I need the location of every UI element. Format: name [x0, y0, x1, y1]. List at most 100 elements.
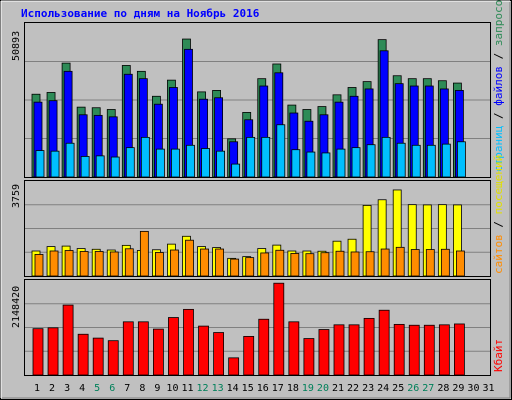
x-tick-label-25: 25 [392, 383, 404, 394]
kbytes-bar-22 [348, 324, 360, 376]
kbytes-bar-19 [303, 338, 315, 376]
kbytes-bar-23 [363, 317, 375, 376]
pages-bar-9 [155, 148, 165, 178]
pages-bar-21 [336, 148, 346, 178]
pages-bar-28 [441, 143, 451, 178]
x-tick-label-30: 30 [467, 383, 479, 394]
legend-visits: посещений [492, 155, 505, 215]
kbytes-bar-4 [77, 333, 89, 376]
kbytes-bar-1 [32, 328, 44, 376]
pages-bar-8 [140, 136, 150, 178]
kbytes-bar-2 [47, 327, 59, 376]
sites-bar-6 [109, 251, 119, 277]
kbytes-bar-15 [243, 335, 255, 376]
x-tick-label-22: 22 [347, 383, 359, 394]
kbytes-bar-17 [273, 282, 285, 376]
sites-bar-21 [335, 250, 345, 277]
sites-bar-1 [34, 254, 44, 277]
pages-bar-12 [201, 148, 210, 178]
kbytes-bar-24 [378, 309, 390, 376]
pages-bar-4 [80, 156, 90, 178]
pages-bar-7 [125, 147, 135, 178]
panel1-y-max-label: 50893 [11, 31, 22, 61]
x-tick-label-29: 29 [452, 383, 464, 394]
sites-bar-24 [380, 248, 390, 277]
sites-bar-15 [245, 257, 255, 277]
kbytes-bar-5 [92, 337, 104, 376]
chart-title: Использование по дням на Ноябрь 2016 [21, 7, 260, 20]
x-tick-label-5: 5 [94, 383, 100, 394]
sites-bar-22 [350, 251, 360, 277]
x-tick-label-24: 24 [377, 383, 389, 394]
sites-bar-14 [230, 258, 240, 277]
x-tick-label-13: 13 [212, 383, 224, 394]
kbytes-bar-16 [258, 318, 270, 376]
pages-bar-6 [110, 156, 120, 178]
pages-bar-3 [65, 142, 75, 178]
kbytes-bar-27 [423, 324, 435, 376]
sites-bar-19 [305, 253, 315, 277]
pages-bar-25 [396, 142, 406, 178]
kbytes-bar-8 [137, 321, 149, 376]
legend-kbytes: Кбайт [492, 339, 505, 372]
x-tick-label-27: 27 [422, 383, 434, 394]
sites-bar-7 [124, 248, 134, 277]
kbytes-bar-6 [107, 340, 119, 376]
pages-bar-20 [321, 152, 331, 178]
pages-bar-27 [426, 144, 436, 178]
x-tick-label-3: 3 [64, 383, 70, 394]
sites-bar-17 [275, 249, 285, 277]
x-tick-label-17: 17 [272, 383, 284, 394]
pages-bar-17 [276, 124, 286, 178]
kbytes-bar-26 [408, 324, 420, 376]
x-tick-label-2: 2 [49, 383, 55, 394]
bars-layer [25, 38, 490, 376]
kbytes-bar-21 [333, 324, 345, 376]
kbytes-bar-18 [288, 321, 300, 376]
kbytes-bar-14 [228, 357, 240, 376]
sites-bar-16 [260, 252, 270, 277]
pages-bar-1 [35, 150, 45, 178]
x-tick-label-1: 1 [34, 383, 40, 394]
x-tick-label-21: 21 [332, 383, 344, 394]
sites-bar-10 [170, 249, 179, 277]
pages-bar-18 [291, 149, 301, 178]
x-tick-label-23: 23 [362, 383, 374, 394]
pages-bar-29 [456, 141, 466, 178]
x-tick-label-11: 11 [181, 383, 193, 394]
sites-bar-5 [94, 251, 104, 277]
x-tick-label-31: 31 [482, 383, 494, 394]
legend-panel3: Кбайт [492, 339, 505, 372]
sites-bar-28 [440, 248, 450, 277]
sites-bar-25 [395, 246, 405, 277]
pages-bar-26 [411, 144, 421, 178]
kbytes-bar-20 [318, 329, 330, 376]
sites-bar-11 [185, 239, 194, 277]
sites-bar-29 [455, 250, 465, 277]
legend-hits: запросов [492, 0, 505, 46]
x-tick-label-10: 10 [166, 383, 178, 394]
pages-bar-5 [95, 155, 105, 178]
sites-bar-23 [365, 251, 375, 277]
sites-bar-8 [139, 230, 149, 277]
pages-bar-24 [381, 136, 391, 178]
pages-bar-19 [306, 151, 316, 178]
kbytes-bar-11 [183, 308, 194, 376]
pages-bar-15 [246, 136, 256, 178]
x-axis-labels: 1 2 3 4 5 6 7 8 9 10 11 12 13 14 15 16 17 18 19 20 21 22 23 24 2… [34, 383, 495, 394]
kbytes-bar-29 [453, 323, 465, 376]
sites-bar-9 [154, 252, 164, 277]
legend-pages: страниц [492, 126, 505, 172]
sites-bar-27 [425, 249, 435, 277]
pages-bar-13 [216, 150, 226, 178]
sites-bar-26 [410, 249, 420, 277]
sites-bar-12 [200, 248, 209, 277]
pages-bar-14 [231, 163, 241, 178]
x-tick-label-18: 18 [287, 383, 299, 394]
sites-bar-2 [49, 250, 59, 277]
x-tick-label-19: 19 [302, 383, 314, 394]
kbytes-bar-9 [152, 328, 164, 376]
panel2-y-max-label: 3759 [11, 184, 22, 208]
x-tick-label-15: 15 [242, 383, 254, 394]
